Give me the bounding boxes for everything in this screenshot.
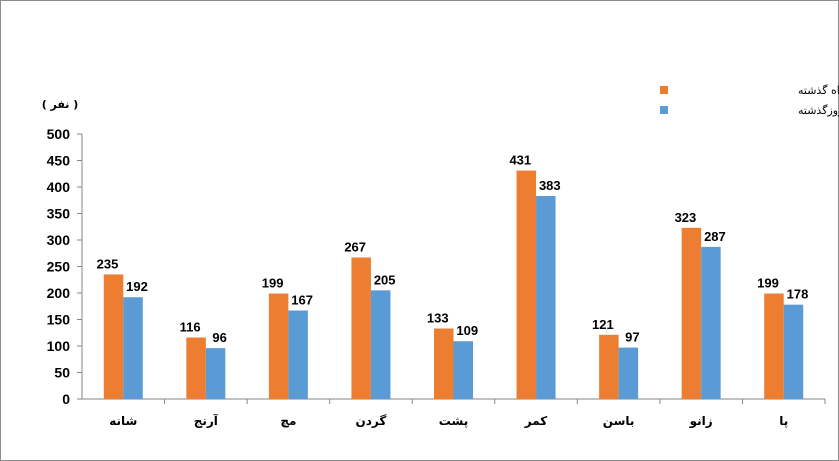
data-label: 323: [675, 210, 697, 225]
category-label: کمر: [524, 414, 548, 428]
data-label: 109: [456, 323, 478, 338]
category-label: پا: [779, 414, 788, 428]
bar-series-2: [536, 196, 556, 399]
y-tick-label: 100: [47, 338, 71, 354]
y-tick-label: 450: [47, 153, 71, 169]
bar-series-2: [288, 310, 308, 399]
bar-series-1: [434, 328, 454, 399]
bar-series-2: [205, 348, 226, 399]
data-label: 199: [262, 276, 284, 291]
category-label: باسن: [603, 414, 635, 428]
bar-series-1: [681, 227, 702, 399]
data-label: 287: [704, 229, 726, 244]
category-label: زانو: [689, 414, 713, 429]
y-tick-label: 300: [47, 232, 71, 248]
bar-series-1: [268, 293, 289, 399]
category-label: گردن: [356, 414, 387, 428]
bar-series-2: [701, 246, 721, 399]
data-label: 235: [97, 256, 119, 271]
y-tick-label: 0: [62, 391, 70, 407]
bar-series-1: [516, 170, 537, 399]
bar-series-2: [783, 304, 804, 399]
y-tick-label: 400: [47, 179, 71, 195]
data-label: 178: [787, 287, 809, 302]
y-axis-unit-label: ( نفر ): [42, 98, 79, 111]
bar-series-1: [351, 257, 371, 399]
data-label: 96: [212, 330, 226, 345]
legend: ناراحتی درطی ۱۲ ماه گذشته ناراحتی درطی ۷ …: [660, 84, 839, 117]
data-label: 192: [126, 279, 148, 294]
bar-series-2: [618, 347, 639, 399]
data-label: 121: [592, 317, 614, 332]
data-label: 267: [344, 239, 366, 254]
y-tick-label: 200: [47, 285, 71, 301]
y-tick-label: 500: [47, 126, 71, 142]
data-label: 205: [374, 272, 396, 287]
legend-label: ناراحتی درطی ۷ روزگذشته: [798, 104, 839, 117]
y-tick-label: 250: [47, 259, 71, 275]
bars: [103, 170, 804, 399]
bar-series-1: [764, 293, 784, 399]
bar-series-1: [599, 334, 619, 399]
data-label: 199: [757, 276, 779, 291]
bar-series-1: [186, 337, 206, 399]
bar-series-2: [453, 341, 473, 399]
y-axis-ticks: 0 50 100 150 200 250 300 350 400 450 500: [47, 126, 82, 407]
category-label: آرنج: [194, 413, 219, 428]
data-label: 431: [509, 153, 531, 168]
legend-label: ناراحتی درطی ۱۲ ماه گذشته: [798, 84, 839, 97]
data-label: 167: [291, 292, 313, 307]
category-label: پشت: [439, 414, 468, 428]
y-tick-label: 350: [47, 206, 71, 222]
data-label: 97: [625, 330, 639, 345]
x-axis-categories: شانه آرنج مچ گردن پشت کمر باسن زانو پا: [109, 399, 826, 429]
category-label: مچ: [280, 414, 296, 428]
category-label: شانه: [109, 414, 137, 428]
bar-series-1: [103, 274, 124, 399]
bar-series-2: [123, 297, 143, 399]
y-tick-label: 50: [54, 365, 70, 381]
legend-swatch: [660, 86, 668, 94]
legend-swatch: [660, 106, 668, 114]
y-tick-label: 150: [47, 312, 71, 328]
data-label: 133: [427, 311, 449, 326]
bar-series-2: [370, 290, 391, 399]
data-label: 116: [180, 320, 201, 335]
data-label: 383: [539, 178, 561, 193]
data-labels: 235 192 116 96 199 167 267 205 133 109 431 383 121 97…: [97, 153, 809, 346]
